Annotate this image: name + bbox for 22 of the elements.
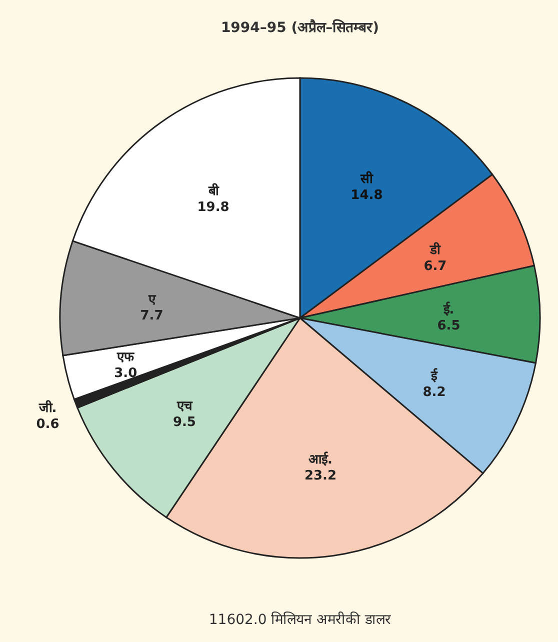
slice-label: बी	[207, 183, 220, 200]
data-label: 23.2	[304, 468, 337, 484]
data-label: 3.0	[114, 366, 138, 381]
chart-title: 1994–95 (अप्रैल–सितम्बर)	[220, 19, 380, 36]
slice-label: आई.	[308, 451, 332, 468]
slice-label: डी	[429, 242, 442, 258]
data-label: 8.2	[422, 385, 446, 400]
slice-label: ए	[147, 292, 156, 308]
slice-label: एच	[176, 398, 193, 414]
slice-label: ई	[430, 368, 438, 384]
data-label: 6.7	[424, 258, 447, 274]
data-label: 14.8	[350, 188, 383, 203]
text: 11602.0 मिलियन अमरीकी डालर	[208, 611, 392, 628]
data-label: 19.8	[197, 200, 230, 216]
data-label: 7.7	[140, 308, 164, 324]
slice-label: ई.	[442, 302, 454, 318]
slice-label: जी.	[38, 400, 57, 416]
data-label: 0.6	[36, 417, 60, 432]
data-label: 9.5	[172, 414, 196, 430]
data-label: 6.5	[437, 318, 460, 334]
slice-label: एफ	[116, 350, 136, 365]
slice-label: सी	[360, 170, 374, 187]
